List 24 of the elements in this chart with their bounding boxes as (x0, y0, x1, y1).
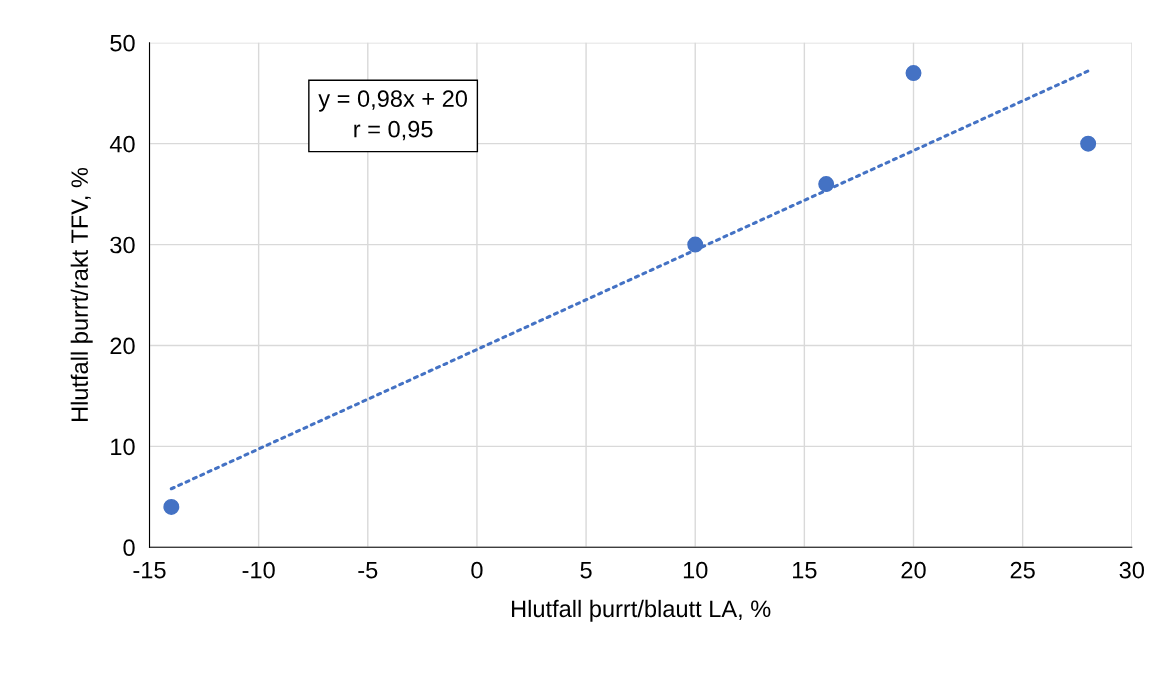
x-tick-label: -5 (358, 562, 378, 579)
y-axis-title: Hlutfall þurrt/rakt TFV, % (70, 167, 93, 422)
point (1080, 135, 1097, 152)
x-tick-label: 15 (793, 562, 817, 579)
annotation: y = 0,98x + 20 r = 0,95 (318, 90, 468, 141)
y-tick-label: 0 (123, 539, 135, 557)
y-tick-label: 30 (110, 236, 135, 254)
point (818, 176, 835, 193)
x-axis-title: Hlutfall þurrt/blautt LA, % (512, 599, 771, 622)
x-tick-label: -15 (133, 562, 166, 579)
y-tick-label: 20 (110, 337, 135, 355)
x-tick-label: 30 (1119, 561, 1144, 579)
y-tick-label: 40 (109, 135, 135, 153)
y-tick-label: 50 (110, 34, 135, 52)
x-tick-label: 5 (580, 562, 592, 579)
x-tick-label: 10 (683, 561, 708, 579)
x-tick-label: 25 (1010, 561, 1035, 579)
point (163, 498, 180, 515)
x-tick-label: 20 (901, 561, 926, 579)
point (905, 65, 922, 82)
y-tick-label: 10 (111, 438, 135, 456)
x-tick-label: -10 (242, 561, 275, 579)
x-tick-label: 0 (471, 561, 483, 579)
point (687, 236, 704, 253)
